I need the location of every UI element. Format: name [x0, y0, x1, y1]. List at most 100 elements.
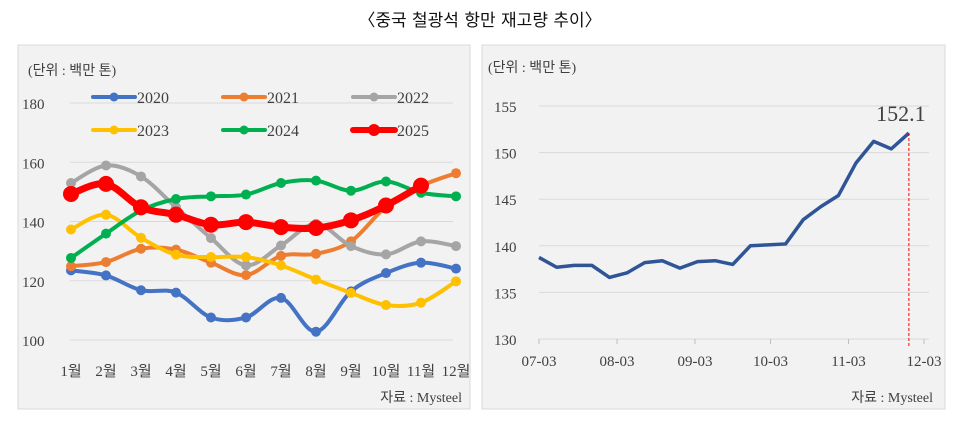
source-label: 자료 : Mysteel — [380, 390, 462, 406]
data-point-2022 — [451, 241, 461, 252]
data-point-2024 — [66, 252, 76, 263]
data-point-2022 — [101, 160, 111, 171]
data-point-2020 — [416, 257, 426, 268]
data-point-2020 — [311, 326, 321, 337]
data-point-2021 — [101, 257, 111, 268]
data-point-2020 — [276, 292, 286, 303]
data-point-2025 — [308, 220, 324, 237]
data-point-2022 — [346, 241, 356, 252]
legend-marker-2021 — [239, 92, 249, 102]
data-point-2023 — [346, 287, 356, 298]
data-point-2022 — [206, 233, 216, 244]
data-point-2024 — [206, 191, 216, 202]
x-tick-label: 07-03 — [522, 354, 557, 370]
y-tick-label: 135 — [494, 286, 517, 302]
data-point-2023 — [136, 232, 146, 243]
legend-marker-2022 — [369, 92, 379, 102]
data-point-2025 — [413, 177, 429, 194]
y-tick-label: 140 — [494, 240, 517, 256]
y-tick-label: 150 — [494, 147, 517, 163]
x-tick-label: 11월 — [407, 363, 435, 380]
data-point-2024 — [451, 191, 461, 202]
y-tick-label: 120 — [22, 275, 45, 291]
unit-label: (단위 : 백만 톤) — [28, 63, 116, 79]
data-point-2022 — [66, 177, 76, 188]
data-point-2023 — [451, 276, 461, 287]
data-point-2025 — [238, 214, 254, 231]
x-tick-label: 08-03 — [600, 354, 635, 370]
data-point-2021 — [451, 168, 461, 179]
data-point-2020 — [136, 285, 146, 296]
data-point-2023 — [101, 209, 111, 220]
data-point-2022 — [136, 171, 146, 182]
source-label: 자료 : Mysteel — [851, 390, 933, 406]
x-tick-label: 10-03 — [753, 354, 788, 370]
data-point-2020 — [381, 268, 391, 279]
legend-label-2020: 2020 — [137, 90, 169, 107]
data-point-2023 — [416, 297, 426, 308]
data-point-2023 — [241, 252, 251, 263]
data-point-2023 — [171, 249, 181, 260]
x-tick-label: 09-03 — [678, 354, 713, 370]
legend-label-2021: 2021 — [267, 90, 299, 107]
data-point-2024 — [311, 175, 321, 186]
y-tick-label: 180 — [22, 97, 45, 113]
y-tick-label: 100 — [22, 334, 45, 350]
legend-marker-2020 — [109, 92, 119, 102]
x-tick-label: 4월 — [165, 363, 186, 380]
data-label: 152.1 — [876, 101, 926, 126]
data-point-2025 — [168, 206, 184, 223]
x-tick-label: 1월 — [60, 363, 81, 380]
data-point-2020 — [101, 270, 111, 281]
y-tick-label: 155 — [494, 100, 517, 116]
data-point-2025 — [203, 216, 219, 233]
data-point-2022 — [381, 249, 391, 260]
data-point-2021 — [66, 261, 76, 272]
data-point-2021 — [311, 248, 321, 259]
x-tick-label: 6월 — [235, 363, 256, 380]
data-point-2023 — [381, 300, 391, 311]
y-tick-label: 140 — [22, 216, 45, 232]
data-point-2025 — [133, 199, 149, 216]
data-point-2024 — [346, 185, 356, 196]
data-point-2023 — [66, 224, 76, 235]
x-tick-label: 7월 — [270, 363, 291, 380]
x-tick-label: 10월 — [372, 363, 401, 380]
unit-label: (단위 : 백만 톤) — [488, 60, 576, 76]
data-point-2020 — [206, 312, 216, 323]
data-point-2023 — [206, 252, 216, 263]
x-tick-label: 8월 — [305, 363, 326, 380]
data-point-2025 — [378, 197, 394, 214]
legend-label-2023: 2023 — [137, 123, 169, 140]
series-line — [538, 131, 911, 280]
y-tick-label: 160 — [22, 156, 45, 172]
data-point-2021 — [241, 270, 251, 281]
data-point-2024 — [241, 189, 251, 200]
data-point-2025 — [343, 212, 359, 229]
legend-marker-2024 — [239, 125, 249, 135]
x-tick-label: 12월 — [442, 363, 471, 380]
y-tick-label: 130 — [494, 333, 517, 349]
data-point-2024 — [381, 176, 391, 187]
page-title: 〈중국 철광석 항만 재고량 추이〉 — [358, 11, 602, 31]
y-tick-label: 145 — [494, 193, 517, 209]
x-tick-label: 5월 — [200, 363, 221, 380]
legend-marker-2025 — [368, 124, 380, 136]
data-point-2020 — [171, 287, 181, 298]
legend-label-2025: 2025 — [397, 123, 429, 140]
data-point-2020 — [451, 263, 461, 274]
legend-label-2024: 2024 — [267, 123, 299, 140]
data-point-2021 — [276, 250, 286, 261]
data-point-2024 — [276, 177, 286, 188]
data-point-2023 — [276, 260, 286, 271]
legend-marker-2023 — [109, 125, 119, 135]
data-point-2025 — [63, 185, 79, 202]
x-tick-label: 9월 — [340, 363, 361, 380]
x-tick-label: 12-03 — [907, 354, 942, 370]
data-point-2025 — [98, 175, 114, 192]
data-point-2022 — [276, 240, 286, 251]
data-point-2024 — [171, 193, 181, 204]
x-tick-label: 2월 — [95, 363, 116, 380]
data-point-2022 — [416, 236, 426, 247]
